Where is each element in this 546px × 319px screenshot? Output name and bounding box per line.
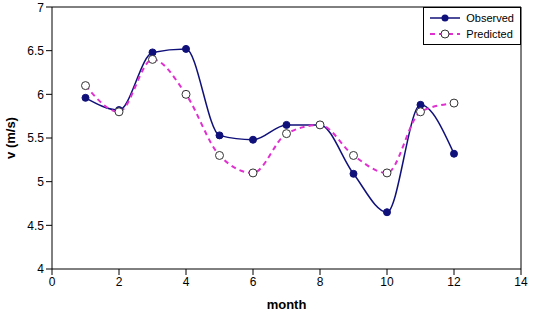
svg-text:6.5: 6.5 — [27, 44, 44, 58]
svg-text:14: 14 — [514, 275, 528, 289]
html-text:Observed: Observed — [466, 12, 514, 24]
svg-text:12: 12 — [447, 275, 461, 289]
svg-text:6: 6 — [250, 275, 257, 289]
svg-text:8: 8 — [317, 275, 324, 289]
svg-text:2: 2 — [116, 275, 123, 289]
svg-text:4.5: 4.5 — [27, 219, 44, 233]
html-text:Predicted: Predicted — [466, 28, 513, 40]
svg-text:10: 10 — [380, 275, 394, 289]
svg-text:4: 4 — [37, 262, 44, 276]
svg-text:5: 5 — [37, 175, 44, 189]
svg-text:7: 7 — [37, 1, 44, 15]
svg-text:5.5: 5.5 — [27, 131, 44, 145]
svg-text:6: 6 — [37, 88, 44, 102]
svg-text:0: 0 — [49, 275, 56, 289]
svg-text:4: 4 — [183, 275, 190, 289]
svg-text:v (m/s): v (m/s) — [8, 117, 18, 159]
svg-text:month: month — [267, 297, 307, 312]
